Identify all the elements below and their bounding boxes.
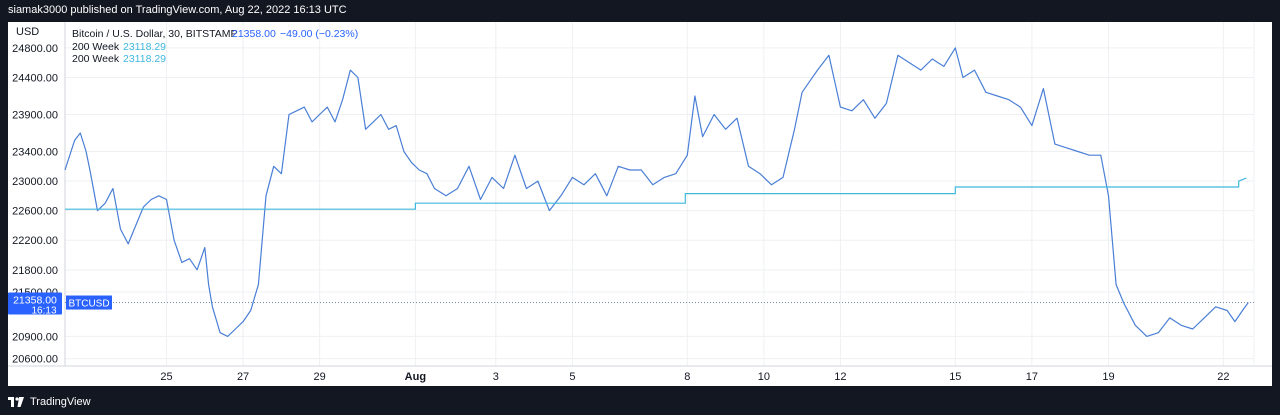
price-chart[interactable]: 20600.0020900.0021500.0021800.0022200.00… [8, 22, 1272, 386]
x-tick-label: 8 [684, 371, 690, 383]
moving-average-line [65, 177, 1247, 210]
x-tick-label: 22 [1217, 371, 1229, 383]
symbol-badge [66, 295, 112, 310]
legend-price-value: 21358.00 [232, 28, 276, 40]
brand-name: TradingView [30, 395, 91, 408]
last-price-badge [8, 292, 62, 315]
y-tick-label: 24400.00 [12, 72, 58, 84]
legend-indicator-name: 200 Week [72, 41, 120, 53]
y-tick-label: 20600.00 [12, 354, 58, 366]
x-tick-label: 25 [160, 371, 172, 383]
x-tick-label: 27 [237, 371, 249, 383]
x-tick-label: 5 [569, 371, 575, 383]
price-series-line [64, 47, 1249, 337]
tradingview-logo-icon [8, 396, 24, 407]
x-tick-label: Aug [405, 371, 426, 383]
publish-attribution: siamak3000 published on TradingView.com,… [8, 4, 347, 16]
legend-main-title: Bitcoin / U.S. Dollar, 30, BITSTAMP [72, 28, 238, 40]
y-tick-label: 22200.00 [12, 235, 58, 247]
last-price-time: 16:13 [31, 306, 56, 317]
y-tick-label: 24800.00 [12, 43, 58, 55]
chart-panel[interactable]: 20600.0020900.0021500.0021800.0022200.00… [8, 22, 1272, 386]
x-tick-label: 15 [949, 371, 961, 383]
y-tick-label: 20900.00 [12, 331, 58, 343]
x-tick-label: 29 [314, 371, 326, 383]
x-tick-label: 12 [834, 371, 846, 383]
y-tick-label: 22600.00 [12, 206, 58, 218]
y-tick-label: 23000.00 [12, 176, 58, 188]
y-tick-label: 21800.00 [12, 265, 58, 277]
x-tick-label: 3 [493, 371, 499, 383]
y-tick-label: 23900.00 [12, 109, 58, 121]
tradingview-brand[interactable]: TradingView [8, 396, 91, 408]
x-tick-label: 19 [1102, 371, 1114, 383]
legend-indicator-name: 200 Week [72, 53, 120, 65]
y-tick-label: 23400.00 [12, 146, 58, 158]
last-price-value: 21358.00 [13, 295, 57, 307]
x-tick-label: 10 [758, 371, 770, 383]
x-tick-label: 17 [1026, 371, 1038, 383]
legend-indicator-value: 23118.29 [123, 41, 166, 53]
symbol-badge-label: BTCUSD [68, 299, 109, 310]
legend-price-change: −49.00 (−0.23%) [280, 28, 358, 40]
legend-indicator-value: 23118.29 [123, 53, 166, 65]
footer-bar: TradingView [0, 388, 1280, 415]
y-axis-unit-label: USD [16, 26, 39, 38]
